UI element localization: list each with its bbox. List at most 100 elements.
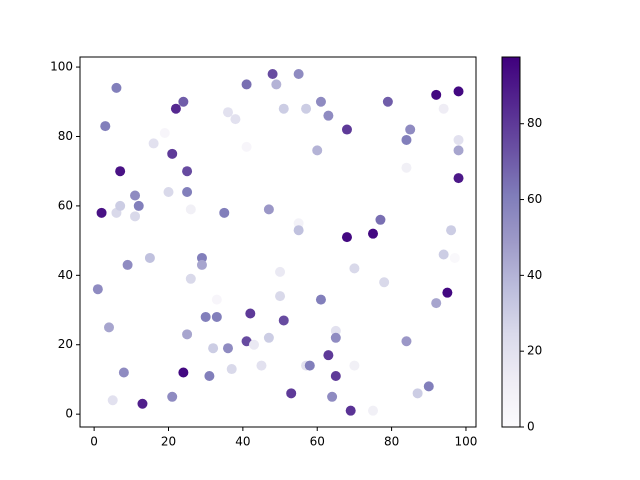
point: [148, 138, 159, 149]
colorbar: [501, 56, 521, 428]
point: [315, 294, 326, 305]
point: [405, 124, 416, 135]
point: [301, 103, 312, 114]
point: [349, 360, 360, 371]
point: [323, 110, 334, 121]
point: [401, 162, 412, 173]
point: [241, 79, 252, 90]
point: [453, 145, 464, 156]
point: [341, 124, 352, 135]
point: [327, 391, 338, 402]
point: [271, 79, 282, 90]
point: [226, 364, 237, 375]
point: [293, 218, 304, 229]
colorbar-tick-label: 80: [527, 116, 542, 130]
point: [382, 96, 393, 107]
point: [107, 395, 118, 406]
x-tick-label: 60: [310, 435, 325, 449]
point: [211, 311, 222, 322]
point: [431, 298, 442, 309]
point: [196, 259, 207, 270]
point: [137, 398, 148, 409]
y-tick-label: 100: [50, 60, 73, 74]
point: [222, 343, 233, 354]
point: [330, 332, 341, 343]
point: [200, 311, 211, 322]
point: [267, 69, 278, 80]
point: [330, 370, 341, 381]
point: [241, 141, 252, 152]
colorbar-tick-label: 0: [527, 420, 535, 434]
point: [431, 89, 442, 100]
point: [286, 388, 297, 399]
point: [170, 103, 181, 114]
colorbar-tick-label: 40: [527, 268, 542, 282]
point: [312, 145, 323, 156]
point: [438, 249, 449, 260]
point: [315, 96, 326, 107]
point: [144, 252, 155, 263]
point: [438, 103, 449, 114]
y-tick-label: 60: [58, 198, 73, 212]
point: [368, 228, 379, 239]
point: [208, 343, 219, 354]
point: [159, 128, 170, 139]
point: [256, 360, 267, 371]
colorbar-tick-label: 60: [527, 192, 542, 206]
point: [263, 332, 274, 343]
point: [130, 211, 141, 222]
point: [219, 207, 230, 218]
point: [330, 325, 341, 336]
point: [401, 134, 412, 145]
point: [278, 315, 289, 326]
point: [163, 187, 174, 198]
point: [222, 107, 233, 118]
y-tick-label: 40: [58, 268, 73, 282]
point: [178, 367, 189, 378]
y-tick-label: 20: [58, 337, 73, 351]
point: [178, 96, 189, 107]
point: [96, 207, 107, 218]
plot-frame: [79, 56, 477, 428]
point: [446, 225, 457, 236]
point: [167, 391, 178, 402]
y-tick-label: 0: [65, 407, 73, 421]
point: [453, 173, 464, 184]
point: [185, 204, 196, 215]
point: [293, 225, 304, 236]
point: [263, 204, 274, 215]
point: [323, 350, 334, 361]
point: [182, 187, 193, 198]
point: [453, 86, 464, 97]
point: [204, 370, 215, 381]
point: [293, 69, 304, 80]
point: [449, 252, 460, 263]
point: [122, 259, 133, 270]
point: [368, 405, 379, 416]
point: [275, 291, 286, 302]
x-tick-label: 0: [90, 435, 98, 449]
y-tick-label: 80: [58, 129, 73, 143]
point: [345, 405, 356, 416]
point: [133, 200, 144, 211]
point: [278, 103, 289, 114]
point: [423, 381, 434, 392]
x-tick-label: 100: [455, 435, 478, 449]
point: [349, 263, 360, 274]
x-tick-label: 40: [235, 435, 250, 449]
point: [412, 388, 423, 399]
point: [275, 266, 286, 277]
point: [245, 308, 256, 319]
point: [379, 277, 390, 288]
point: [185, 273, 196, 284]
point: [167, 148, 178, 159]
point: [304, 360, 315, 371]
point: [230, 114, 241, 125]
point: [341, 232, 352, 243]
point: [115, 166, 126, 177]
point: [104, 322, 115, 333]
point: [115, 200, 126, 211]
point: [111, 82, 122, 93]
point: [130, 190, 141, 201]
point: [453, 134, 464, 145]
